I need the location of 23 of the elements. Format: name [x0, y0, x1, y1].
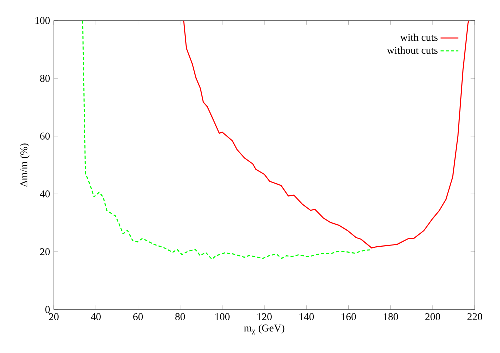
x-tick-label: 140: [300, 313, 314, 320]
x-tick-label: 220: [468, 313, 482, 320]
x-tick-label: 160: [342, 313, 356, 320]
line-series: [183, 20, 470, 249]
line-series: [82, 20, 372, 260]
x-tick-label: 120: [258, 313, 272, 320]
x-tick-label: 60: [134, 313, 144, 320]
legend-label: with cuts: [400, 34, 438, 41]
legend-label: without cuts: [387, 46, 438, 54]
y-tick-label: 80: [40, 74, 50, 82]
x-tick-label: 20: [49, 313, 59, 320]
y-axis-title: Δm/m (%): [20, 144, 30, 187]
x-tick-label: 80: [176, 313, 186, 320]
y-tick-label: 20: [40, 248, 50, 256]
y-tick-label: 0: [46, 306, 50, 314]
y-tick-label: 60: [40, 132, 50, 140]
x-axis-title: m$_{χ}$ (GeV): [244, 324, 285, 335]
x-tick-label: 200: [426, 313, 440, 320]
y-tick-label: 40: [40, 190, 50, 198]
x-tick-label: 180: [384, 313, 398, 320]
y-tick-label: 100: [36, 17, 50, 24]
x-tick-label: 40: [91, 313, 101, 320]
x-tick-label: 100: [216, 313, 230, 320]
